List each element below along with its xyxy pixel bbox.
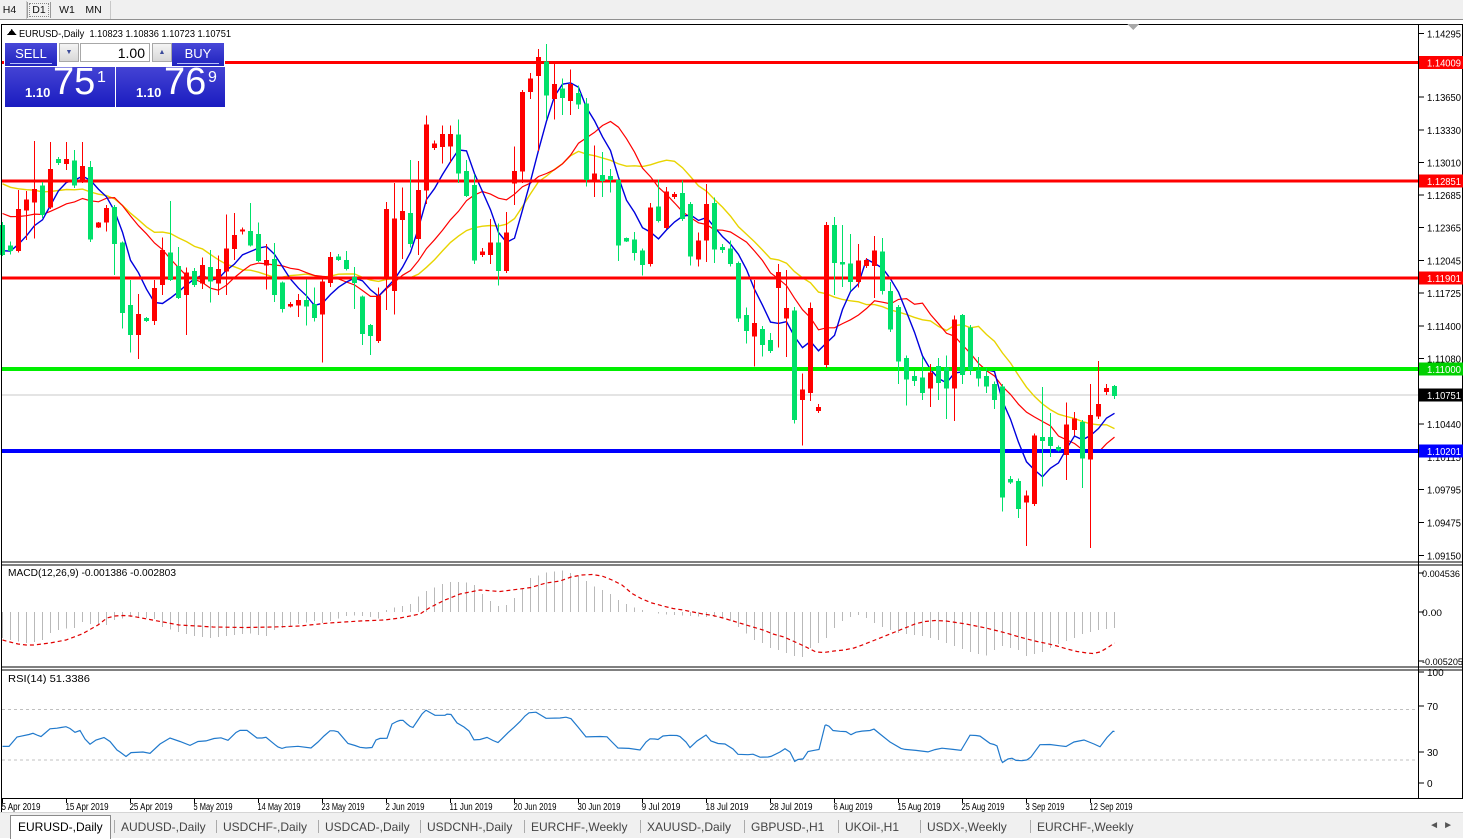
svg-text:-0.005205: -0.005205 [1422, 657, 1463, 668]
svg-text:5 May 2019: 5 May 2019 [194, 802, 233, 813]
svg-text:3 Sep 2019: 3 Sep 2019 [1026, 802, 1065, 813]
svg-text:1.14009: 1.14009 [1427, 59, 1461, 70]
svg-text:1.09795: 1.09795 [1427, 486, 1461, 497]
svg-text:1.13010: 1.13010 [1427, 159, 1461, 170]
svg-text:1.11000: 1.11000 [1427, 365, 1461, 376]
svg-text:1.11901: 1.11901 [1427, 274, 1461, 285]
svg-text:2 Jun 2019: 2 Jun 2019 [386, 802, 425, 813]
svg-text:5 Apr 2019: 5 Apr 2019 [2, 802, 41, 813]
svg-text:1.10115: 1.10115 [1427, 453, 1461, 464]
svg-text:15 Apr 2019: 15 Apr 2019 [66, 802, 109, 813]
svg-text:1.12045: 1.12045 [1427, 257, 1461, 268]
svg-text:28 Jul 2019: 28 Jul 2019 [770, 802, 813, 813]
svg-text:15 Aug 2019: 15 Aug 2019 [898, 802, 941, 813]
svg-text:25 Apr 2019: 25 Apr 2019 [130, 802, 173, 813]
svg-text:1.10751: 1.10751 [1427, 391, 1461, 402]
svg-text:1.11400: 1.11400 [1427, 322, 1461, 333]
svg-text:1.13650: 1.13650 [1427, 93, 1461, 104]
svg-text:6 Aug 2019: 6 Aug 2019 [834, 802, 873, 813]
svg-text:0.004536: 0.004536 [1422, 569, 1460, 580]
svg-text:1.12851: 1.12851 [1427, 177, 1461, 188]
svg-text:RSI(14) 51.3386: RSI(14) 51.3386 [8, 673, 90, 685]
svg-text:1.09475: 1.09475 [1427, 519, 1461, 530]
svg-text:MACD(12,26,9) -0.001386 -0.002: MACD(12,26,9) -0.001386 -0.002803 [8, 567, 176, 579]
svg-text:0: 0 [1427, 779, 1433, 790]
svg-text:1.11080: 1.11080 [1427, 355, 1461, 366]
svg-text:0.00: 0.00 [1422, 608, 1442, 619]
svg-text:30: 30 [1427, 748, 1439, 759]
svg-text:12 Sep 2019: 12 Sep 2019 [1090, 802, 1133, 813]
svg-text:20 Jun 2019: 20 Jun 2019 [514, 802, 557, 813]
svg-text:1.11725: 1.11725 [1427, 289, 1461, 300]
svg-text:14 May 2019: 14 May 2019 [258, 802, 301, 813]
svg-text:1.12685: 1.12685 [1427, 191, 1461, 202]
svg-text:9 Jul 2019: 9 Jul 2019 [642, 802, 681, 813]
svg-text:1.09150: 1.09150 [1427, 552, 1461, 563]
svg-text:1.10201: 1.10201 [1427, 447, 1461, 458]
svg-text:1.13330: 1.13330 [1427, 126, 1461, 137]
svg-text:25 Aug 2019: 25 Aug 2019 [962, 802, 1005, 813]
svg-text:18 Jul 2019: 18 Jul 2019 [706, 802, 749, 813]
svg-text:EURUSD-,Daily 1.10823 1.10836: EURUSD-,Daily 1.10823 1.10836 1.10723 1.… [19, 28, 231, 40]
svg-text:1.14295: 1.14295 [1427, 30, 1461, 41]
svg-text:11 Jun 2019: 11 Jun 2019 [450, 802, 493, 813]
svg-text:70: 70 [1427, 702, 1439, 713]
svg-text:1.10440: 1.10440 [1427, 420, 1461, 431]
svg-text:1.12365: 1.12365 [1427, 224, 1461, 235]
svg-text:23 May 2019: 23 May 2019 [322, 802, 365, 813]
svg-text:100: 100 [1427, 668, 1444, 679]
svg-text:30 Jun 2019: 30 Jun 2019 [578, 802, 621, 813]
